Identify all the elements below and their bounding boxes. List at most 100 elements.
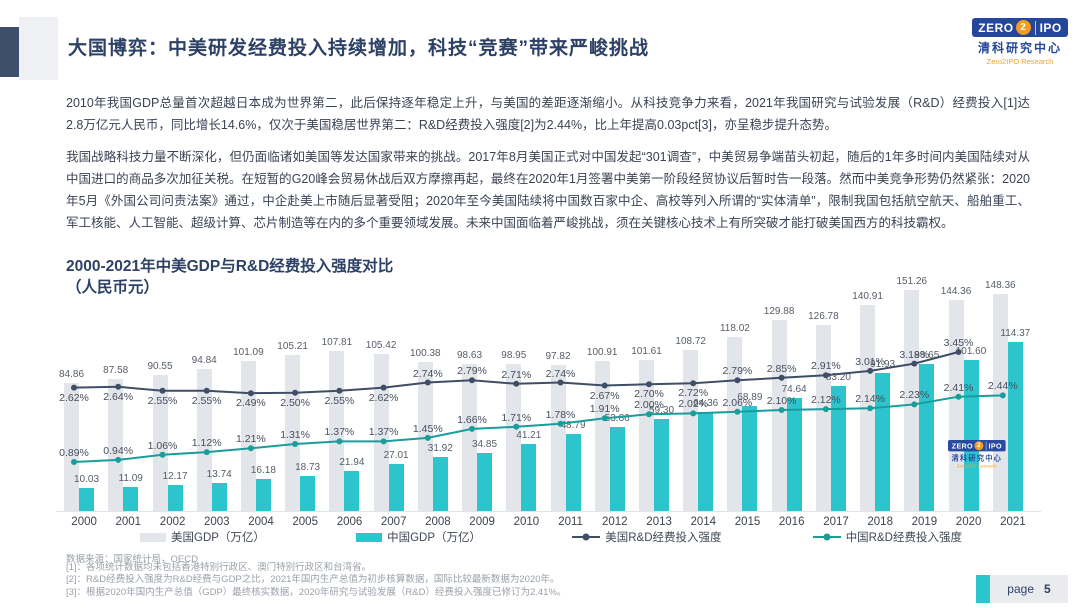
us-rd-intensity-label: 2.62% <box>368 391 399 404</box>
us-gdp-bar <box>594 360 610 512</box>
us-gdp-bar <box>417 361 433 512</box>
cn-gdp-value-label: 31.92 <box>427 443 453 455</box>
cn-gdp-bar <box>698 411 714 512</box>
us-gdp-value-label: 151.26 <box>896 276 928 288</box>
cn-gdp-value-label: 11.09 <box>118 472 143 484</box>
cn-rd-intensity-label: 1.31% <box>280 429 310 441</box>
us-rd-intensity-label: 3.01% <box>855 355 885 368</box>
us-gdp-bar <box>683 349 699 512</box>
header-accent-bar <box>0 27 19 77</box>
x-axis-year-label: 2009 <box>469 516 495 528</box>
gdp-rd-combo-chart: 84.86 10.03 2000 2.62% 0.89% 87.58 11.09 2001 2.… <box>0 272 1080 528</box>
x-axis-year-label: 2021 <box>1000 516 1026 528</box>
watermark-cn-name: 清科研究中心 <box>951 453 1002 463</box>
us-rd-intensity-label: 2.55% <box>324 394 355 407</box>
page-number: 5 <box>1044 582 1051 596</box>
page-label: page <box>1007 582 1034 596</box>
zero2ipo-logo-box: ZERO 2 IPO <box>972 18 1068 37</box>
legend-item-3: 中国R&D经费投入强度 <box>812 529 962 545</box>
x-axis-year-label: 2004 <box>248 516 274 528</box>
us-gdp-value-label: 129.88 <box>763 306 795 318</box>
us-gdp-value-label: 118.02 <box>719 322 750 334</box>
us-gdp-value-label: 87.58 <box>103 365 129 377</box>
us-rd-intensity-label: 2.74% <box>412 367 443 380</box>
us-gdp-bar <box>639 359 654 512</box>
us-rd-intensity-label: 2.49% <box>236 397 266 410</box>
cn-rd-intensity-label: 2.02% <box>678 398 709 411</box>
cn-gdp-value-label: 83.20 <box>825 371 851 383</box>
us-gdp-bar <box>771 320 787 512</box>
page-footer: page 5 <box>976 575 1068 603</box>
chart-title: 2000-2021年中美GDP与R&D经费投入强度对比 （人民币元） <box>66 257 393 299</box>
x-axis-year-label: 2010 <box>513 516 540 528</box>
cn-gdp-bar <box>1007 341 1023 512</box>
us-gdp-bar <box>815 324 831 512</box>
us-rd-intensity-label: 2.55% <box>191 394 222 407</box>
chart-title-line1: 2000-2021年中美GDP与R&D经费投入强度对比 <box>66 258 394 275</box>
us-gdp-value-label: 84.86 <box>58 369 85 381</box>
x-axis-year-label: 2016 <box>778 516 805 528</box>
x-axis-year-label: 2001 <box>115 516 142 528</box>
cn-gdp-value-label: 41.21 <box>516 430 542 442</box>
us-gdp-value-label: 97.82 <box>545 351 571 363</box>
us-gdp-value-label: 90.55 <box>147 361 173 373</box>
x-axis-year-label: 2018 <box>867 516 893 528</box>
us-rd-intensity-label: 2.50% <box>280 396 310 409</box>
cn-gdp-value-label: 74.64 <box>781 383 807 395</box>
cn-gdp-bar <box>167 485 183 512</box>
cn-rd-intensity-label: 1.78% <box>545 408 576 421</box>
cn-gdp-value-label: 18.73 <box>295 461 321 473</box>
us-rd-intensity-label: 2.71% <box>501 368 532 381</box>
us-gdp-value-label: 100.38 <box>410 347 441 359</box>
us-gdp-value-label: 148.36 <box>985 280 1016 292</box>
us-rd-intensity-label: 3.45% <box>943 337 974 349</box>
cn-gdp-value-label: 27.01 <box>383 450 409 462</box>
us-gdp-value-label: 94.84 <box>191 355 217 367</box>
us-gdp-bar <box>860 304 876 512</box>
cn-gdp-value-label: 10.03 <box>73 474 100 485</box>
x-axis-year-label: 2015 <box>734 516 761 528</box>
us-gdp-value-label: 126.78 <box>808 310 839 322</box>
legend-item-1: 中国GDP（万亿） <box>356 529 481 545</box>
logo-two-badge: 2 <box>1015 20 1031 35</box>
cn-rd-intensity-label: 1.06% <box>147 439 178 452</box>
x-axis-year-label: 2012 <box>601 516 628 528</box>
x-axis-year-label: 2017 <box>823 516 849 528</box>
cn-gdp-bar <box>79 488 94 512</box>
x-axis-year-label: 2013 <box>646 516 672 528</box>
cn-rd-intensity-label: 1.21% <box>236 433 266 446</box>
watermark-two-badge: 2 <box>974 441 984 451</box>
legend-swatch-icon <box>140 532 166 542</box>
us-gdp-value-label: 105.21 <box>277 340 308 352</box>
x-axis-year-label: 2014 <box>690 516 717 528</box>
cn-rd-intensity-label: 2.10% <box>766 395 797 407</box>
chart-watermark-logo: ZERO 2 IPO 清科研究中心 Zero2IPO Research <box>948 440 1006 469</box>
cn-gdp-bar <box>211 482 227 512</box>
us-rd-intensity-label: 2.74% <box>545 367 576 380</box>
us-gdp-value-label: 100.91 <box>586 346 618 358</box>
x-axis-year-label: 2002 <box>159 516 186 528</box>
us-rd-intensity-label: 2.79% <box>722 365 753 378</box>
us-rd-intensity-label: 2.67% <box>589 389 620 402</box>
cn-gdp-bar <box>432 457 448 512</box>
cn-gdp-value-label: 16.18 <box>250 465 276 477</box>
legend-label: 中国R&D经费投入强度 <box>845 532 962 544</box>
cn-rd-intensity-label: 2.23% <box>899 389 930 402</box>
paragraph-1: 2010年我国GDP总量首次超越日本成为世界第二，此后保持逐年稳定上升，与美国的… <box>66 96 1030 132</box>
chart-title-line2: （人民币元） <box>66 278 160 296</box>
x-axis-year-label: 2007 <box>380 516 407 528</box>
cn-gdp-bar <box>255 479 271 512</box>
cn-gdp-bar <box>742 405 758 512</box>
cn-gdp-bar <box>565 433 581 512</box>
cn-gdp-value-label: 34.85 <box>471 439 498 451</box>
x-axis-line <box>56 511 1041 512</box>
us-rd-intensity-label: 2.55% <box>147 394 178 407</box>
cn-gdp-bar <box>388 464 404 512</box>
paragraph-2: 我国战略科技力量不断深化，但仍面临诸如美国等发达国家带来的挑战。2017年8月美… <box>66 150 1030 230</box>
cn-rd-intensity-label: 2.44% <box>987 380 1018 393</box>
us-rd-intensity-label: 3.18% <box>899 348 930 361</box>
cn-gdp-bar <box>786 397 802 512</box>
x-axis-year-label: 2019 <box>911 516 938 528</box>
legend-line-icon <box>572 533 601 541</box>
